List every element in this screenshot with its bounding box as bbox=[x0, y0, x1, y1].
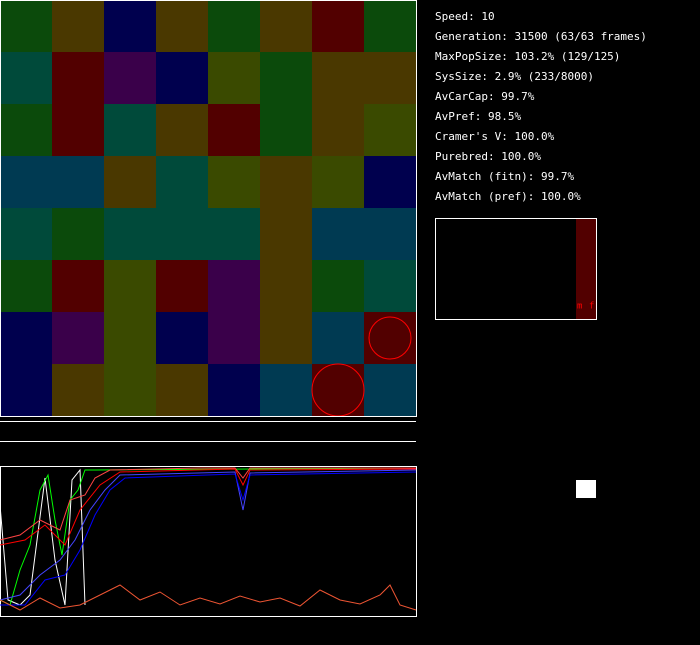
panel-label: m bbox=[577, 302, 582, 312]
grid-cell bbox=[104, 104, 156, 156]
grid-cell bbox=[208, 104, 260, 156]
grid-cell bbox=[52, 156, 104, 208]
grid-cell bbox=[104, 260, 156, 312]
grid-cell bbox=[156, 260, 208, 312]
grid-cell bbox=[260, 260, 312, 312]
grid-cell bbox=[364, 52, 416, 104]
grid-cell bbox=[0, 52, 52, 104]
grid-cell bbox=[208, 52, 260, 104]
grid-cell bbox=[52, 208, 104, 260]
grid-cell bbox=[312, 364, 364, 416]
stat-line: AvMatch (fitn): 99.7% bbox=[435, 170, 574, 183]
grid-cell bbox=[260, 312, 312, 364]
stats: Speed: 10 Generation: 31500 (63/63 frames… bbox=[435, 10, 647, 203]
grid-cell bbox=[260, 208, 312, 260]
sex-panel: m f bbox=[435, 218, 597, 320]
grid-cell bbox=[364, 312, 416, 364]
grid-cell bbox=[208, 364, 260, 416]
grid-cell bbox=[208, 156, 260, 208]
grid-cell bbox=[0, 104, 52, 156]
grid-cell bbox=[208, 260, 260, 312]
grid-cell bbox=[0, 312, 52, 364]
grid-cell bbox=[52, 260, 104, 312]
grid-cell bbox=[104, 0, 156, 52]
preference-panel bbox=[435, 338, 597, 499]
stat-line: Generation: 31500 (63/63 frames) bbox=[435, 30, 647, 43]
grid-cell bbox=[260, 364, 312, 416]
grid-cell bbox=[156, 208, 208, 260]
grid-cell bbox=[156, 52, 208, 104]
grid-cell bbox=[208, 208, 260, 260]
grid-cell bbox=[156, 156, 208, 208]
grid-cell bbox=[0, 260, 52, 312]
grid-cell bbox=[364, 260, 416, 312]
grid-cell bbox=[364, 156, 416, 208]
grid-cell bbox=[0, 364, 52, 416]
grid-cell bbox=[156, 364, 208, 416]
stat-line: Speed: 10 bbox=[435, 10, 495, 23]
grid-cell bbox=[104, 312, 156, 364]
grid-cell bbox=[52, 52, 104, 104]
stat-line: Purebred: 100.0% bbox=[435, 150, 541, 163]
world-grid bbox=[0, 0, 416, 416]
grid-cell bbox=[364, 364, 416, 416]
grid-cell bbox=[260, 52, 312, 104]
grid-cell bbox=[0, 208, 52, 260]
grid-cell bbox=[104, 364, 156, 416]
grid-cell bbox=[0, 156, 52, 208]
grid-cell bbox=[312, 312, 364, 364]
grid-cell bbox=[364, 104, 416, 156]
panel-label: f bbox=[589, 302, 594, 312]
stat-line: Cramer's V: 100.0% bbox=[435, 130, 555, 143]
grid-cell bbox=[208, 312, 260, 364]
grid-cell bbox=[312, 156, 364, 208]
grid-cell bbox=[260, 156, 312, 208]
grid-cell bbox=[364, 208, 416, 260]
grid-cell bbox=[52, 0, 104, 52]
agent bbox=[368, 316, 412, 360]
grid-cell bbox=[364, 0, 416, 52]
grid-cell bbox=[52, 104, 104, 156]
stat-line: SysSize: 2.9% (233/8000) bbox=[435, 70, 594, 83]
grid-cell bbox=[312, 52, 364, 104]
stat-line: AvPref: 98.5% bbox=[435, 110, 521, 123]
stat-line: AvMatch (pref): 100.0% bbox=[435, 190, 581, 203]
grid-cell bbox=[260, 0, 312, 52]
stat-line: MaxPopSize: 103.2% (129/125) bbox=[435, 50, 620, 63]
grid-cell bbox=[52, 364, 104, 416]
grid-cell bbox=[260, 104, 312, 156]
grid-cell bbox=[104, 52, 156, 104]
grid-cell bbox=[312, 260, 364, 312]
grid-cell bbox=[312, 208, 364, 260]
grid-cell bbox=[104, 156, 156, 208]
grid-cell bbox=[104, 208, 156, 260]
grid-cell bbox=[156, 0, 208, 52]
grid-border bbox=[0, 0, 417, 417]
grid-cell bbox=[156, 312, 208, 364]
grid-cell bbox=[208, 0, 260, 52]
stat-line: AvCarCap: 99.7% bbox=[435, 90, 535, 103]
grid-cell bbox=[312, 104, 364, 156]
history-plot bbox=[0, 466, 417, 617]
grid-cell bbox=[52, 312, 104, 364]
grid-cell bbox=[0, 0, 52, 52]
grid-cell bbox=[312, 0, 364, 52]
grid-cell bbox=[156, 104, 208, 156]
